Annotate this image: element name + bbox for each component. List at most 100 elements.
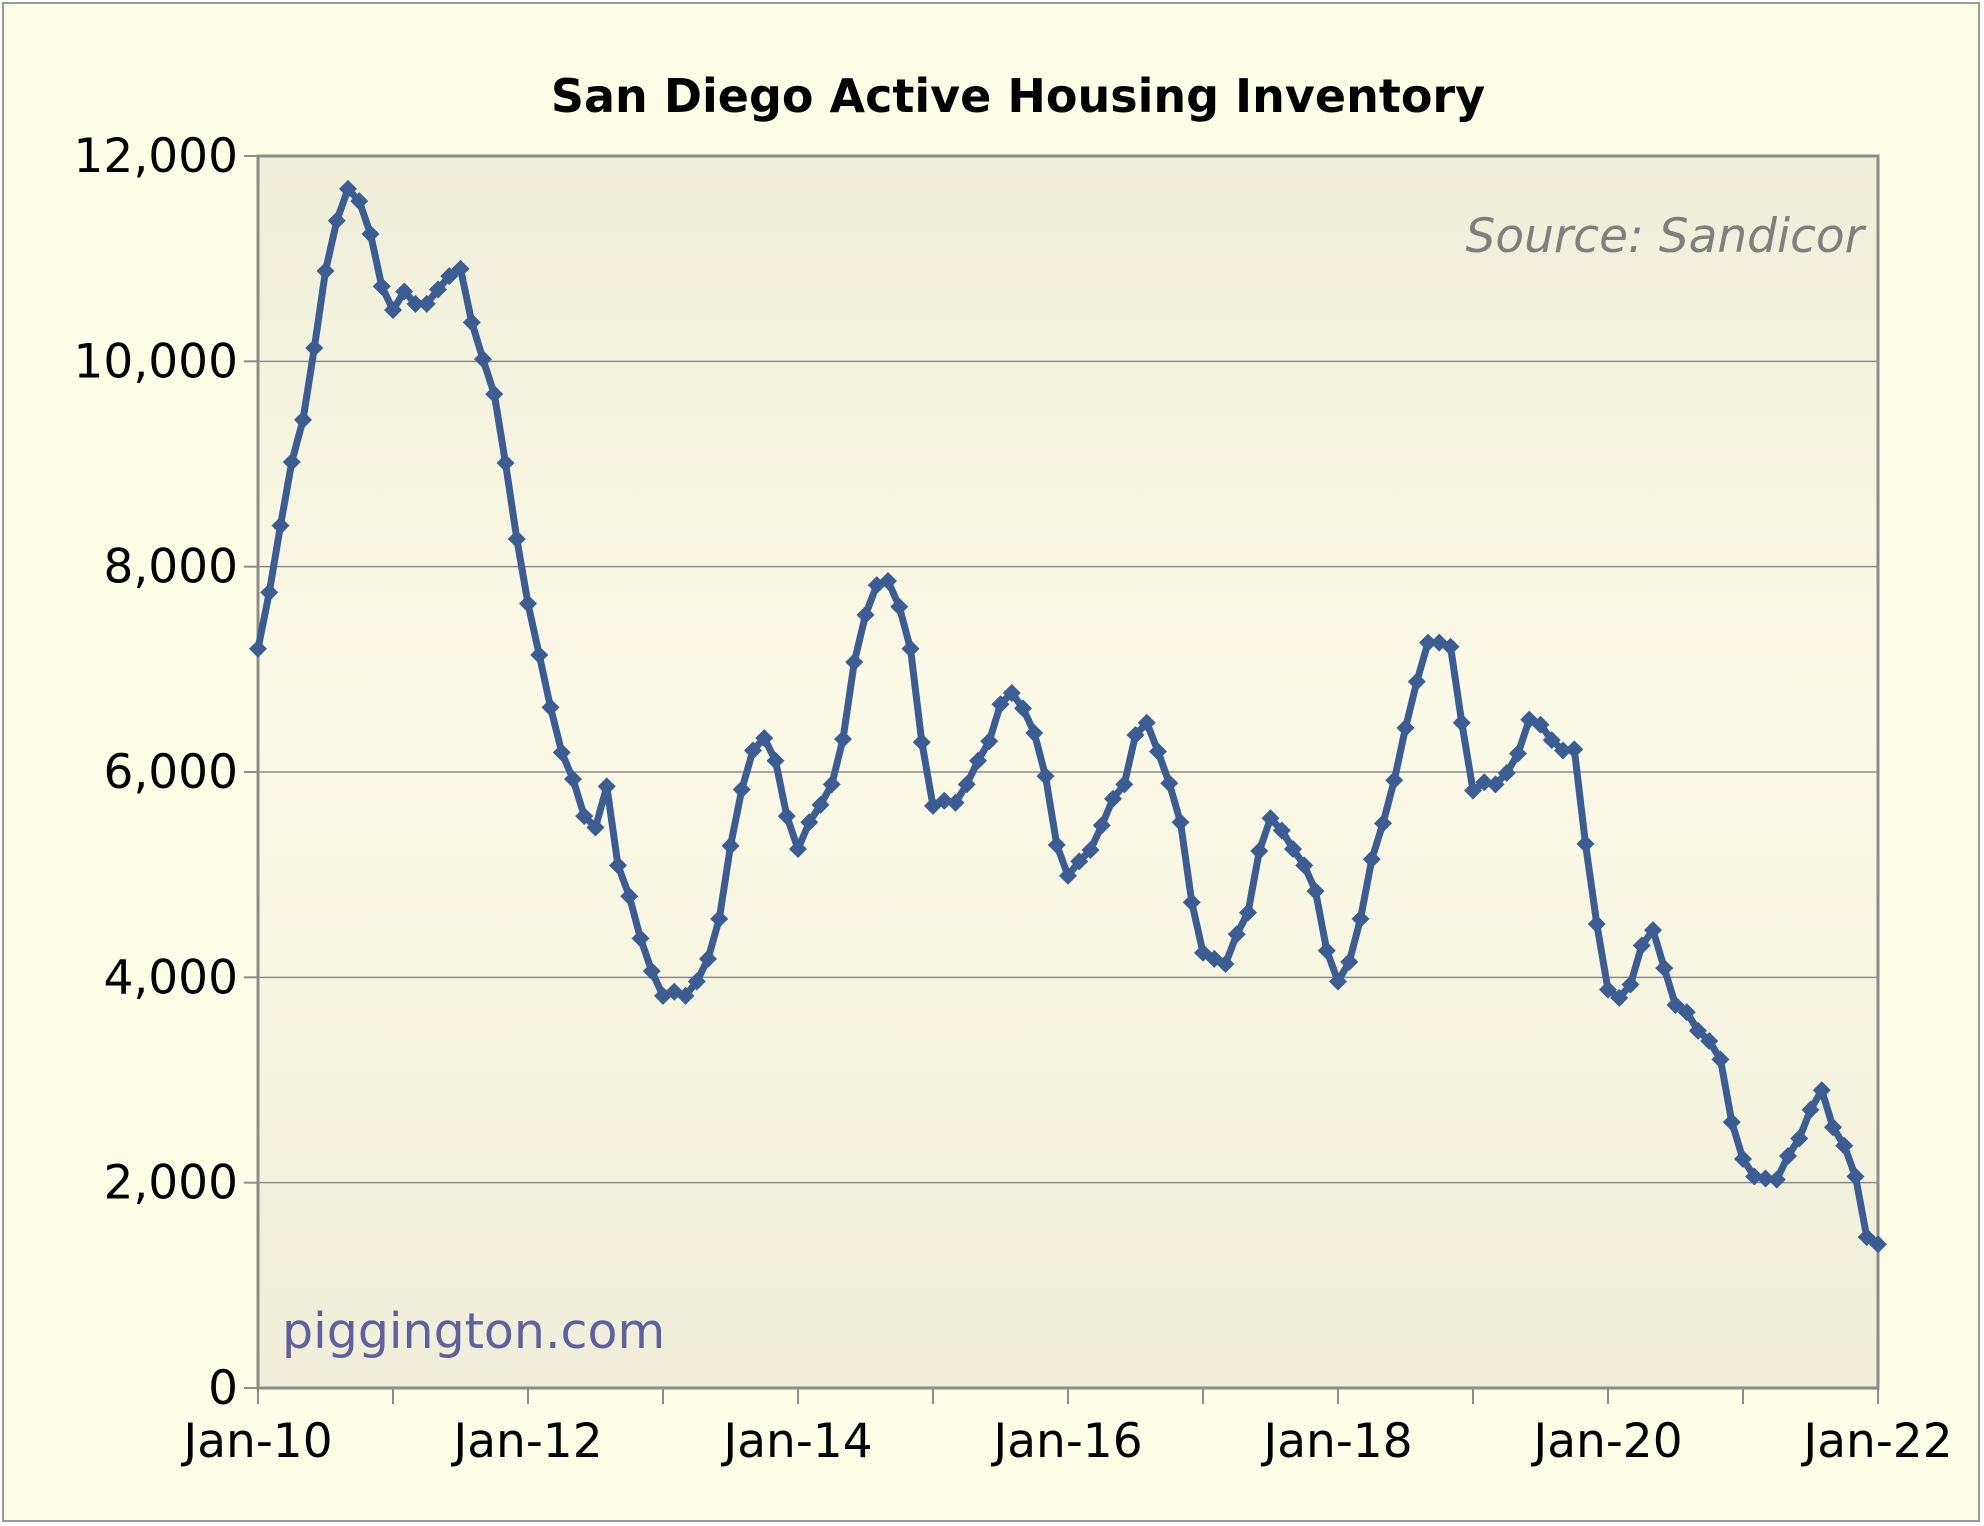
data-point — [1722, 1113, 1741, 1132]
data-point — [1655, 959, 1674, 978]
data-point — [271, 516, 290, 535]
data-point — [1160, 774, 1179, 793]
data-point — [935, 791, 954, 810]
data-point — [429, 280, 447, 299]
y-tick-label: 8,000 — [103, 540, 238, 595]
data-point — [1351, 909, 1370, 928]
data-point — [1396, 718, 1415, 737]
data-point — [294, 410, 312, 429]
x-tick-label: Jan-14 — [720, 1414, 872, 1469]
data-point — [890, 597, 909, 616]
data-point — [1666, 996, 1685, 1015]
data-point — [789, 840, 807, 858]
data-point — [1846, 1167, 1865, 1186]
x-tick-label: Jan-18 — [1260, 1414, 1412, 1469]
axes — [244, 155, 1879, 1404]
data-point — [744, 741, 762, 760]
data-point — [316, 261, 335, 280]
data-point — [879, 572, 897, 591]
data-point — [1700, 1031, 1719, 1050]
data-point — [552, 743, 571, 762]
data-point — [1047, 835, 1066, 854]
data-point — [417, 294, 436, 313]
data-point — [249, 639, 267, 658]
data-point — [327, 211, 346, 230]
data-point — [1407, 672, 1426, 691]
data-point — [361, 225, 380, 244]
y-axis-labels: 0 2,000 4,000 6,000 8,000 10,000 12,000 — [74, 129, 238, 1416]
data-point — [507, 529, 526, 548]
data-point — [631, 929, 650, 948]
data-point — [620, 887, 639, 906]
data-point — [440, 267, 459, 286]
data-point — [372, 277, 391, 296]
data-point — [1014, 699, 1032, 718]
data-point — [1059, 866, 1077, 885]
data-point — [260, 583, 279, 602]
data-point — [1621, 975, 1640, 994]
data-point — [282, 452, 301, 471]
chart-title: San Diego Active Housing Inventory — [551, 69, 1485, 123]
data-point — [811, 795, 830, 814]
data-point — [777, 807, 796, 826]
y-tick-label: 2,000 — [103, 1156, 238, 1211]
data-point — [1250, 842, 1269, 861]
data-point — [1790, 1129, 1809, 1148]
data-point — [1734, 1150, 1752, 1169]
data-point — [1441, 637, 1460, 656]
data-point — [1081, 841, 1100, 860]
data-point — [1306, 882, 1325, 901]
data-point — [1801, 1100, 1820, 1119]
data-point — [1329, 972, 1347, 991]
data-point — [1542, 731, 1561, 750]
y-tick-label: 4,000 — [103, 950, 238, 1005]
data-point — [721, 836, 740, 855]
data-point — [1475, 773, 1494, 792]
data-point — [541, 698, 560, 717]
data-point — [1362, 850, 1381, 869]
data-point — [1497, 764, 1516, 783]
data-point — [1767, 1170, 1786, 1189]
data-point — [395, 282, 414, 301]
data-point — [1227, 925, 1246, 944]
data-point — [1340, 952, 1359, 971]
gridlines — [258, 360, 1878, 1184]
data-point — [1756, 1169, 1775, 1188]
series-inventory — [249, 179, 1887, 1254]
x-tick-label: Jan-10 — [180, 1414, 332, 1469]
data-point — [1857, 1228, 1876, 1247]
y-tick-label: 12,000 — [74, 129, 238, 184]
data-point — [766, 751, 785, 770]
data-point — [1261, 809, 1280, 828]
data-point — [1509, 744, 1527, 763]
data-point — [1565, 740, 1584, 759]
data-point — [1554, 741, 1572, 760]
data-point — [485, 385, 504, 404]
data-point — [1374, 814, 1392, 833]
data-point — [845, 653, 864, 672]
data-point — [406, 294, 425, 313]
data-point — [1272, 821, 1291, 840]
data-point — [1115, 775, 1134, 794]
data-point — [1531, 715, 1550, 734]
data-point — [1137, 713, 1156, 732]
data-point — [1644, 921, 1662, 940]
source-annotation: Source: Sandicor — [1466, 209, 1867, 264]
y-tick-label: 6,000 — [103, 745, 238, 800]
data-point — [957, 775, 976, 794]
data-point — [1812, 1081, 1831, 1100]
data-point — [1745, 1167, 1764, 1186]
data-point — [1464, 781, 1482, 800]
data-point — [1824, 1118, 1842, 1137]
data-point — [800, 813, 819, 832]
data-point — [1104, 789, 1122, 808]
data-point — [1419, 633, 1437, 652]
data-point — [969, 751, 987, 770]
data-point — [856, 605, 875, 624]
data-point — [1711, 1050, 1730, 1069]
data-point — [1587, 914, 1606, 933]
data-point — [1036, 767, 1055, 786]
data-point — [834, 730, 852, 749]
data-point — [1284, 840, 1302, 858]
